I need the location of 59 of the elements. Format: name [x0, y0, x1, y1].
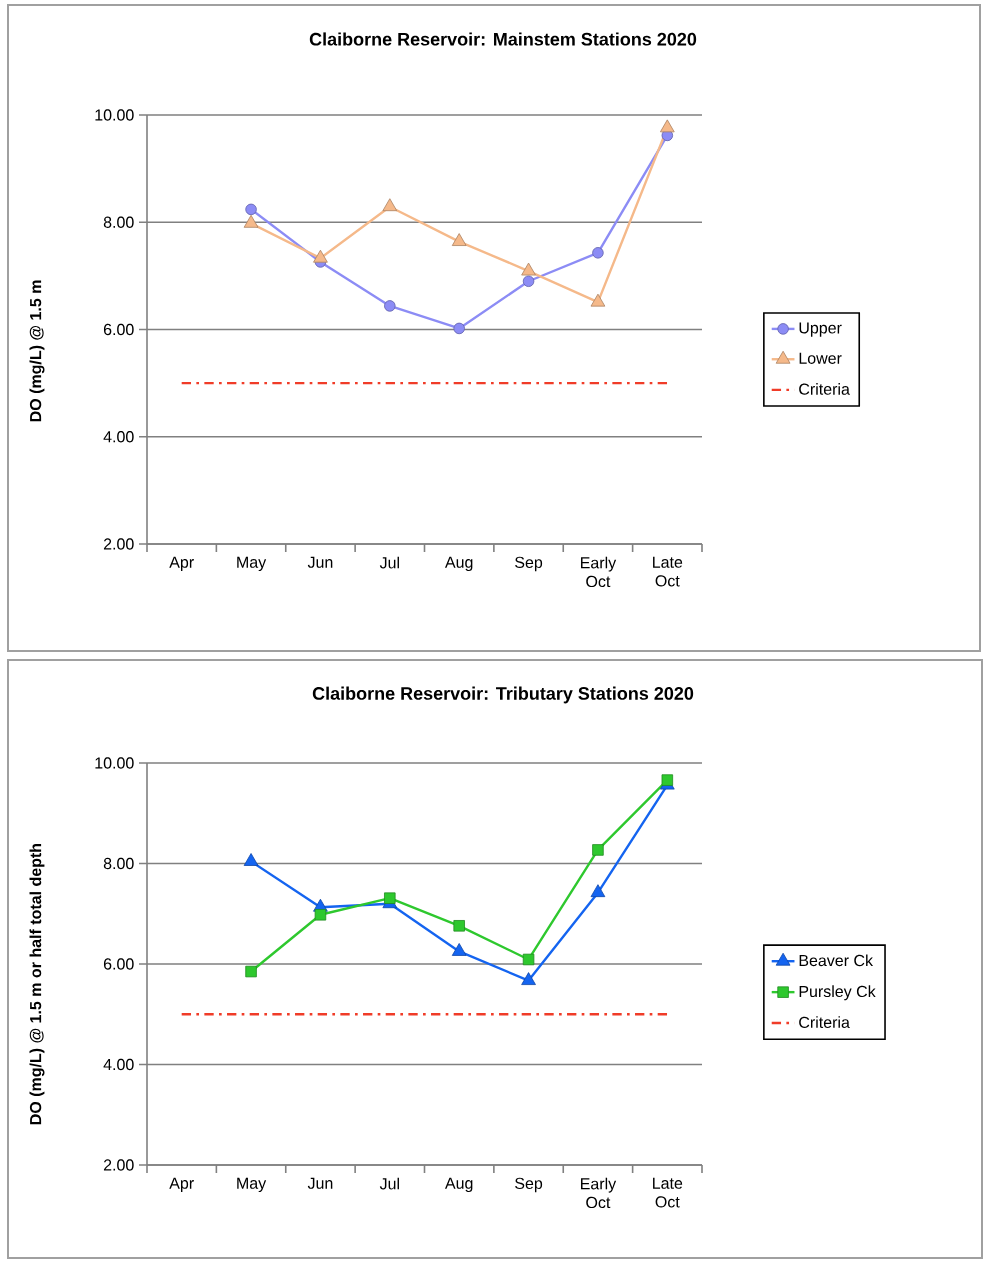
point — [592, 844, 604, 856]
point — [522, 953, 535, 966]
point — [245, 965, 257, 978]
point — [521, 972, 536, 985]
x-tick-label: Aug — [444, 1177, 473, 1193]
chart-title: Claiborne Reservoir: Mainstem Stations 2020 — [309, 32, 697, 46]
point — [590, 884, 606, 898]
point — [590, 293, 606, 307]
point — [522, 275, 535, 287]
point — [314, 909, 327, 921]
chart-title: Claiborne Reservoir: Tributary Stations 2020 — [312, 686, 694, 704]
y-tick-label: 8.00 — [103, 216, 134, 228]
legend-label: Criteria — [799, 383, 850, 395]
legend-label: Criteria — [799, 1016, 850, 1029]
point — [382, 198, 398, 212]
y-tick-label: 6.00 — [103, 958, 134, 970]
y-tick-label: 4.00 — [103, 431, 134, 443]
y-tick-label: 2.00 — [103, 538, 134, 550]
x-tick-label: Late Oct — [653, 1177, 683, 1208]
point — [243, 214, 259, 228]
x-tick-label: May — [237, 1177, 267, 1193]
x-tick-label: Sep — [515, 1177, 543, 1193]
point — [384, 892, 396, 904]
x-tick-label: Late Oct — [653, 556, 683, 587]
x-tick-label: Early Oct — [581, 556, 617, 588]
x-tick-label: Jun — [307, 556, 333, 568]
x-tick-label: Sep — [515, 556, 543, 572]
x-tick-label: Jul — [379, 1177, 399, 1190]
point — [453, 920, 465, 932]
y-tick-label: 10.00 — [95, 757, 134, 769]
y-axis-title: DO (mg/L) @ 1.5 m — [29, 280, 45, 422]
x-tick-label: Apr — [169, 556, 194, 572]
legend-label: Lower — [799, 352, 842, 364]
y-tick-label: 10.00 — [95, 109, 134, 121]
point — [451, 943, 467, 956]
x-tick-label: Jun — [307, 1177, 333, 1189]
x-tick-label: Early Oct — [581, 1177, 617, 1209]
point — [245, 203, 257, 216]
point — [659, 119, 675, 133]
point — [592, 247, 604, 259]
y-tick-label: 6.00 — [103, 323, 134, 336]
point — [451, 233, 467, 246]
x-tick-label: Jul — [379, 556, 399, 569]
point — [661, 774, 674, 786]
point — [453, 322, 465, 335]
legend-label: Upper — [799, 322, 842, 337]
point — [384, 300, 396, 312]
x-tick-label: Apr — [169, 1177, 194, 1193]
point — [521, 262, 536, 276]
x-tick-label: May — [237, 556, 267, 572]
y-tick-label: 8.00 — [103, 857, 134, 870]
y-tick-label: 2.00 — [103, 1159, 134, 1171]
y-axis-title: DO (mg/L) @ 1.5 m or half total depth — [29, 843, 45, 1125]
legend-label: Pursley Ck — [799, 985, 876, 1001]
y-tick-label: 4.00 — [103, 1058, 134, 1071]
point — [243, 853, 259, 866]
x-tick-label: Aug — [444, 556, 473, 572]
point — [313, 249, 328, 263]
legend-label: Beaver Ck — [799, 954, 874, 967]
